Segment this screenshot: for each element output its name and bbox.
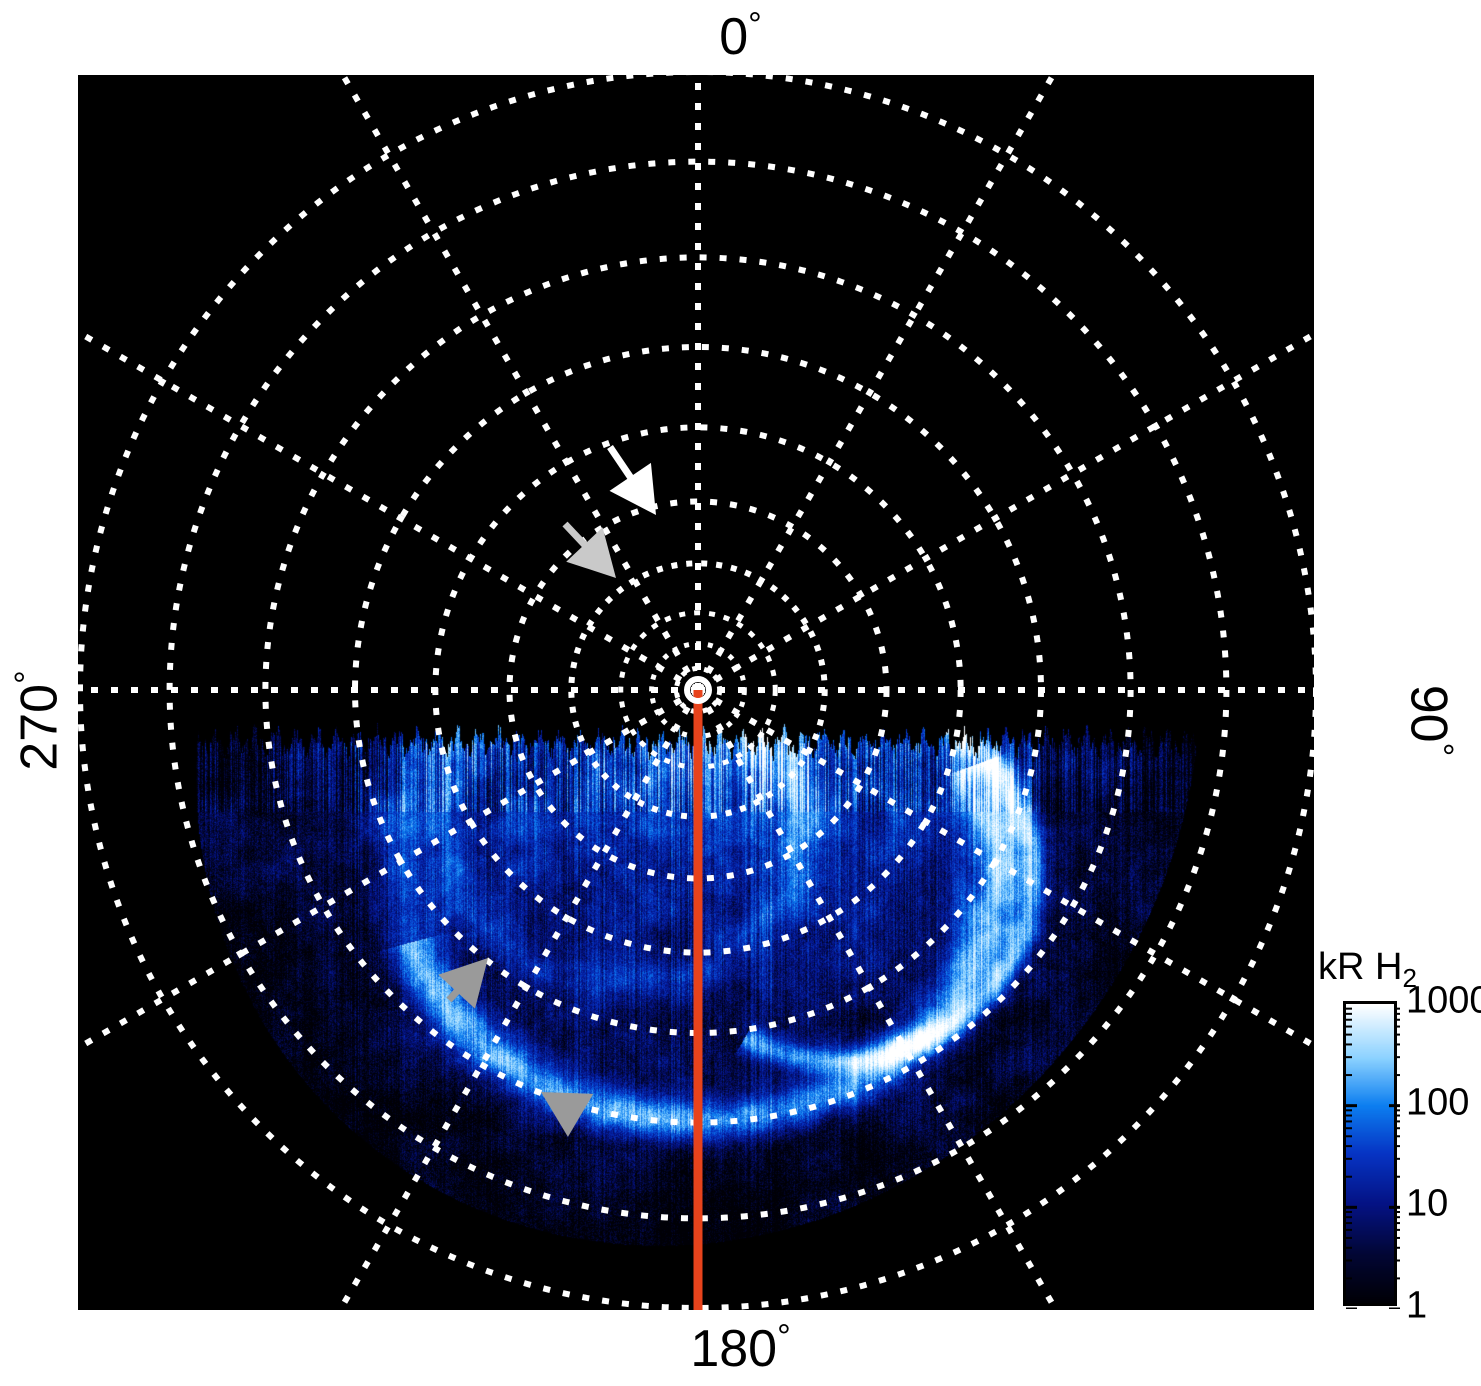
angle-label-270: 270°: [8, 621, 69, 821]
polar-grid-overlay: [78, 75, 1314, 1310]
colorbar-tick-1000: 1000: [1406, 979, 1481, 1022]
angle-label-270-value: 270: [10, 683, 69, 771]
colorbar-bar: [1343, 1001, 1400, 1309]
colorbar-tick-10: 10: [1406, 1182, 1449, 1225]
angle-label-90: 90°: [1399, 621, 1460, 821]
grid-ring-5: [506, 498, 890, 882]
angle-label-0-degree: °: [748, 6, 762, 44]
angle-label-90-degree: °: [1421, 742, 1460, 757]
arrow-white-upper-head: [609, 462, 656, 515]
arrow-white-upper-shaft: [607, 445, 637, 484]
colorbar-tick-1: 1: [1406, 1284, 1428, 1327]
arrow-white-upper: [607, 445, 656, 515]
grid-ring-8: [262, 254, 1134, 1126]
angle-label-0: 0°: [0, 8, 1481, 63]
colorbar-title-text: kR H: [1318, 946, 1403, 988]
colorbar-ticks: [1346, 1007, 1400, 1309]
angle-label-270-degree: °: [8, 670, 47, 684]
colorbar-title-subscript: 2: [1402, 963, 1417, 993]
arrow-gray-aurora-1-head: [438, 958, 488, 1009]
grid-spoke-240: [78, 687, 700, 1052]
colorbar: kR H2 1000 100 10 1: [1318, 946, 1481, 1327]
angle-label-180-degree: °: [777, 1318, 791, 1356]
arrow-gray-upper-head: [566, 527, 616, 578]
center-marker: [684, 676, 712, 704]
colorbar-title: kR H2: [1318, 946, 1417, 994]
annotation-arrows: [438, 445, 656, 1137]
colorbar-gradient: [1346, 1004, 1394, 1303]
pole-marker: [684, 676, 712, 704]
angle-label-0-value: 0: [719, 8, 749, 66]
angle-label-180-value: 180: [690, 1320, 778, 1378]
angle-label-180: 180°: [0, 1320, 1481, 1375]
arrow-gray-aurora-1: [438, 958, 488, 1009]
arrow-gray-aurora-2-head: [541, 1092, 594, 1137]
polar-plot-panel: [78, 75, 1314, 1310]
arrow-gray-upper: [562, 521, 616, 578]
colorbar-tick-100: 100: [1406, 1081, 1470, 1124]
grid-spoke-30: [695, 75, 1057, 692]
grid-spoke-60: [696, 330, 1314, 693]
arrow-gray-aurora-2: [541, 1092, 594, 1137]
grid-spoke-300: [78, 328, 700, 693]
angle-label-90-value: 90: [1399, 684, 1458, 743]
grid-ring-9: [166, 158, 1230, 1222]
grid-ring-10: [78, 75, 1314, 1310]
grid-spoke-120: [696, 687, 1314, 1050]
